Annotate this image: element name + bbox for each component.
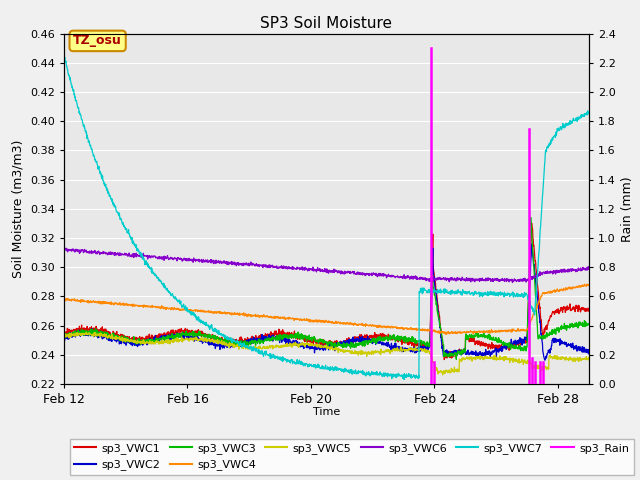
sp3_VWC5 xyxy=(481,356,488,362)
sp3_VWC6 xyxy=(480,276,488,282)
Y-axis label: Rain (mm): Rain (mm) xyxy=(621,176,634,241)
sp3_VWC4 xyxy=(357,322,365,328)
sp3_VWC4 xyxy=(60,296,68,302)
sp3_VWC3 xyxy=(357,341,365,347)
sp3_VWC3 xyxy=(527,215,534,220)
sp3_VWC7 xyxy=(157,278,164,284)
sp3_VWC1 xyxy=(440,357,448,362)
sp3_VWC2 xyxy=(585,347,593,353)
sp3_VWC6 xyxy=(509,280,516,286)
sp3_VWC2 xyxy=(60,336,68,342)
sp3_VWC2 xyxy=(148,339,156,345)
sp3_VWC5 xyxy=(83,329,90,335)
X-axis label: Time: Time xyxy=(313,408,340,418)
sp3_VWC6 xyxy=(157,254,165,260)
sp3_VWC6 xyxy=(305,265,313,271)
Line: sp3_VWC7: sp3_VWC7 xyxy=(64,55,589,380)
sp3_VWC7 xyxy=(585,109,593,115)
sp3_VWC3 xyxy=(60,329,68,335)
sp3_VWC3 xyxy=(585,322,593,328)
Line: sp3_VWC4: sp3_VWC4 xyxy=(64,284,589,334)
sp3_VWC7 xyxy=(60,52,68,58)
sp3_VWC1 xyxy=(60,328,68,334)
sp3_VWC6 xyxy=(334,269,342,275)
sp3_VWC7 xyxy=(480,291,488,297)
sp3_VWC4 xyxy=(583,281,591,287)
sp3_VWC7 xyxy=(357,368,365,374)
sp3_VWC7 xyxy=(148,269,156,275)
sp3_VWC2 xyxy=(541,357,548,363)
sp3_VWC2 xyxy=(157,337,164,343)
sp3_VWC2 xyxy=(480,352,488,358)
sp3_VWC4 xyxy=(334,320,342,326)
sp3_VWC4 xyxy=(157,306,164,312)
sp3_VWC2 xyxy=(305,345,312,350)
sp3_VWC4 xyxy=(480,329,488,335)
Line: sp3_VWC3: sp3_VWC3 xyxy=(64,217,589,360)
sp3_VWC5 xyxy=(585,354,593,360)
Line: sp3_VWC5: sp3_VWC5 xyxy=(64,332,589,375)
Y-axis label: Soil Moisture (m3/m3): Soil Moisture (m3/m3) xyxy=(12,140,24,278)
sp3_VWC3 xyxy=(334,343,342,349)
sp3_VWC7 xyxy=(400,377,408,383)
Text: TZ_osu: TZ_osu xyxy=(73,35,122,48)
sp3_VWC2 xyxy=(528,241,536,247)
sp3_VWC2 xyxy=(334,343,342,348)
sp3_VWC5 xyxy=(148,339,156,345)
sp3_VWC6 xyxy=(148,253,156,259)
sp3_VWC1 xyxy=(157,331,164,337)
sp3_VWC6 xyxy=(60,247,68,252)
sp3_VWC5 xyxy=(439,372,447,378)
Line: sp3_VWC6: sp3_VWC6 xyxy=(64,248,589,283)
sp3_VWC5 xyxy=(357,352,365,358)
sp3_VWC4 xyxy=(585,282,593,288)
sp3_VWC3 xyxy=(305,337,312,343)
sp3_VWC5 xyxy=(157,339,165,345)
sp3_VWC1 xyxy=(305,338,312,344)
sp3_VWC3 xyxy=(480,332,488,338)
sp3_VWC3 xyxy=(148,340,156,346)
sp3_VWC1 xyxy=(148,332,156,338)
Line: sp3_VWC1: sp3_VWC1 xyxy=(64,223,589,360)
sp3_VWC6 xyxy=(357,270,365,276)
sp3_VWC2 xyxy=(357,336,365,342)
Line: sp3_VWC2: sp3_VWC2 xyxy=(64,244,589,360)
sp3_VWC1 xyxy=(585,306,593,312)
sp3_VWC5 xyxy=(305,342,313,348)
sp3_VWC7 xyxy=(334,366,342,372)
sp3_VWC5 xyxy=(334,347,342,352)
sp3_VWC1 xyxy=(528,220,536,226)
sp3_VWC1 xyxy=(357,335,365,340)
sp3_VWC1 xyxy=(334,342,342,348)
sp3_VWC3 xyxy=(452,357,460,362)
sp3_VWC7 xyxy=(305,362,312,368)
sp3_VWC1 xyxy=(480,342,488,348)
sp3_VWC3 xyxy=(157,335,164,341)
Legend: sp3_VWC1, sp3_VWC2, sp3_VWC3, sp3_VWC4, sp3_VWC5, sp3_VWC6, sp3_VWC7, sp3_Rain: sp3_VWC1, sp3_VWC2, sp3_VWC3, sp3_VWC4, … xyxy=(70,439,634,475)
sp3_VWC6 xyxy=(62,245,70,251)
sp3_VWC6 xyxy=(585,266,593,272)
sp3_VWC4 xyxy=(148,303,156,309)
sp3_VWC4 xyxy=(305,316,312,322)
Title: SP3 Soil Moisture: SP3 Soil Moisture xyxy=(260,16,392,31)
sp3_VWC5 xyxy=(60,333,68,338)
sp3_VWC4 xyxy=(443,331,451,337)
